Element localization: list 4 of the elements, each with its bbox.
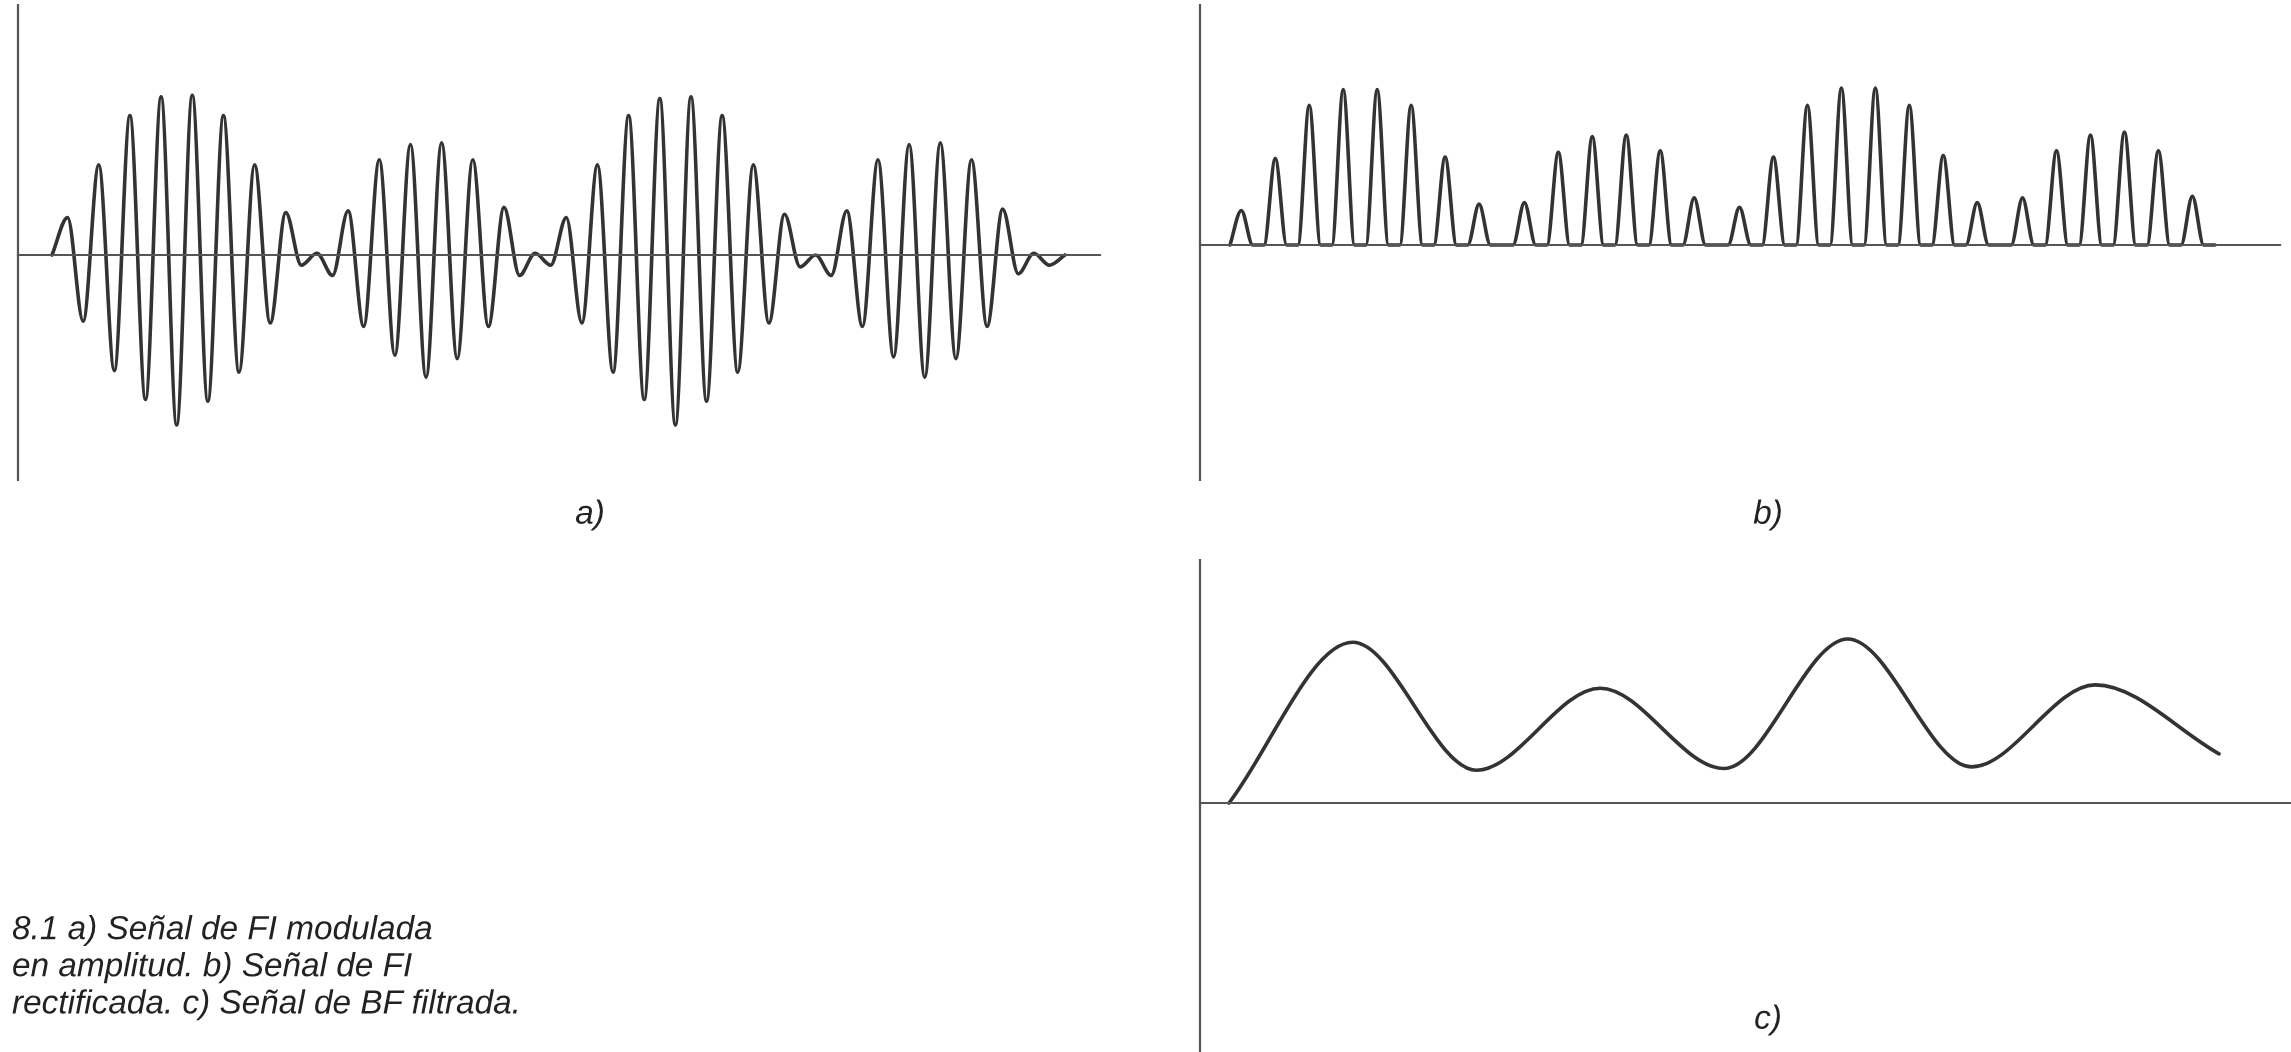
x-axis-title: a) xyxy=(575,499,603,531)
x-axis-title: c) xyxy=(1755,1004,1780,1036)
text: 8.1 a) Señal de FI modulada en amplitud. b) Señal de FI rectificada. c) Señal de BF filtrada. xyxy=(12,915,517,1021)
x-axis-title: b) xyxy=(1753,499,1781,531)
